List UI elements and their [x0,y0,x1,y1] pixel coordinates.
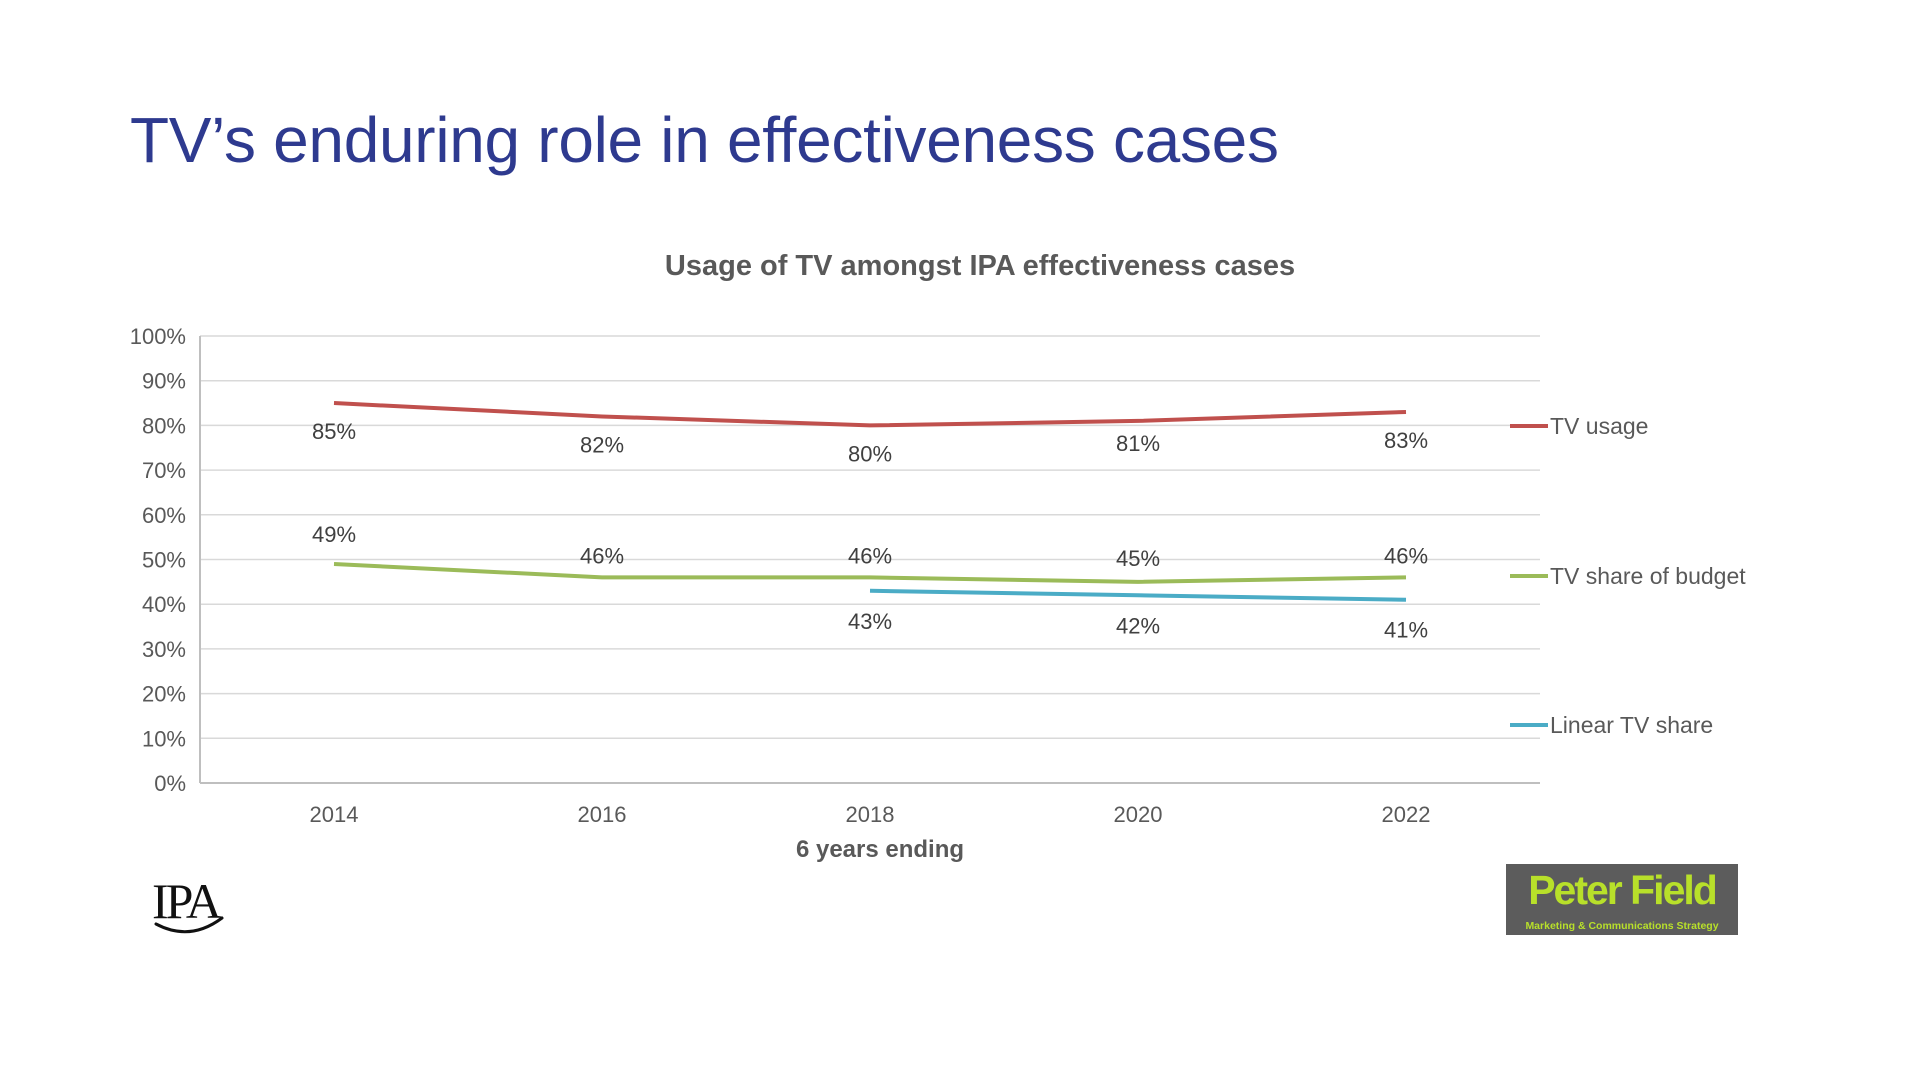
legend-label: TV share of budget [1550,563,1746,589]
x-tick-label: 2014 [310,802,359,827]
peter-field-logo: Peter Field Marketing & Communications S… [1506,864,1738,935]
data-label: 83% [1384,428,1428,453]
y-tick-label: 100% [130,324,186,349]
ipa-logo: IPA [152,873,225,934]
data-label: 81% [1116,431,1160,456]
data-label: 42% [1116,613,1160,638]
y-tick-label: 40% [142,592,186,617]
x-tick-label: 2020 [1114,802,1163,827]
legend-label: TV usage [1550,413,1648,439]
series-line-tv-usage [333,401,1407,428]
data-label: 80% [848,441,892,466]
series-line-tv-share-of-budget [333,561,1407,584]
ipa-logo-text: IPA [152,873,222,929]
slide-title: TV’s enduring role in effectiveness case… [130,104,1279,176]
x-tick-label: 2022 [1382,802,1431,827]
y-tick-label: 10% [142,726,186,751]
peter-field-logo-tagline: Marketing & Communications Strategy [1525,920,1719,932]
series-line-linear-tv-share [869,588,1407,602]
y-tick-label: 70% [142,458,186,483]
data-label: 82% [580,432,624,457]
chart-title: Usage of TV amongst IPA effectiveness ca… [665,250,1295,282]
y-tick-label: 60% [142,503,186,528]
data-label: 43% [848,609,892,634]
x-axis-ticks: 2014 2016 2018 2020 2022 [310,802,1431,827]
data-label: 49% [312,522,356,547]
y-tick-label: 90% [142,369,186,394]
ipa-logo-swoosh [154,916,224,934]
legend-label: Linear TV share [1550,712,1713,738]
y-tick-label: 80% [142,413,186,438]
data-label: 46% [1384,543,1428,568]
gridlines [200,335,1540,740]
data-label: 46% [580,543,624,568]
data-label: 85% [312,419,356,444]
legend: TV usage TV share of budget Linear TV shar… [1510,413,1746,738]
y-tick-label: 0% [154,771,186,796]
x-axis-label: 6 years ending [796,836,964,863]
y-tick-label: 20% [142,682,186,707]
series-lines [333,401,1407,602]
y-axis-ticks: 0% 10% 20% 30% 40% 50% 60% 70% 80% 90% 100% [130,324,186,796]
peter-field-logo-name: Peter Field [1528,867,1718,913]
x-tick-label: 2016 [578,802,627,827]
data-label: 41% [1384,618,1428,643]
y-tick-label: 30% [142,637,186,662]
x-tick-label: 2018 [846,802,895,827]
data-label: 46% [848,543,892,568]
data-labels: 85% 82% 80% 81% 83% 49% 46% 46% 45% 46% 43% 42% 41% [312,419,1428,643]
data-label: 45% [1116,546,1160,571]
y-tick-label: 50% [142,548,186,573]
